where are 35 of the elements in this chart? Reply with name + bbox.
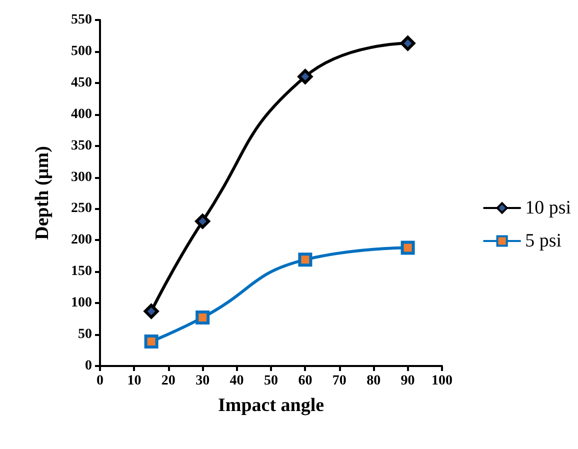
y-tick-label: 200 [71, 232, 92, 248]
point [400, 36, 416, 51]
point [144, 334, 158, 348]
x-tick-label: 10 [127, 374, 142, 388]
y-tick-label: 250 [71, 201, 92, 216]
x-tick-label: 50 [264, 374, 278, 388]
point [196, 310, 210, 325]
y-tick-label: 400 [71, 106, 92, 122]
y-axis-title: Depth (µm) [32, 146, 53, 240]
legend-label: 10 psi [525, 198, 572, 218]
x-tick-label: 20 [161, 374, 176, 388]
y-tick-label: 500 [71, 44, 92, 59]
x-tick-label: 90 [400, 374, 415, 388]
y-tick-label: 300 [71, 170, 92, 185]
x-tick-label: 0 [96, 374, 104, 388]
y-tick-label: 0 [85, 358, 92, 374]
x-tick-label: 70 [332, 374, 346, 388]
x-tick-label: 100 [432, 374, 452, 388]
x-tick-label: 60 [298, 374, 312, 388]
point [298, 252, 312, 267]
point [144, 304, 159, 319]
y-tick-label: 450 [71, 75, 92, 90]
x-tick-label: 40 [230, 374, 244, 388]
point [298, 69, 313, 84]
y-tick-label: 550 [71, 12, 92, 28]
point [195, 214, 210, 229]
y-tick-label: 150 [71, 264, 92, 280]
x-tick-label: 30 [196, 374, 210, 388]
y-tick-label: 350 [71, 138, 92, 154]
x-axis-title: Impact angle [218, 395, 324, 416]
point [400, 240, 415, 255]
x-tick-label: 80 [366, 374, 381, 388]
y-tick-label: 50 [78, 327, 92, 342]
legend-label: 5 psi [525, 230, 562, 252]
y-tick-label: 100 [71, 296, 92, 311]
